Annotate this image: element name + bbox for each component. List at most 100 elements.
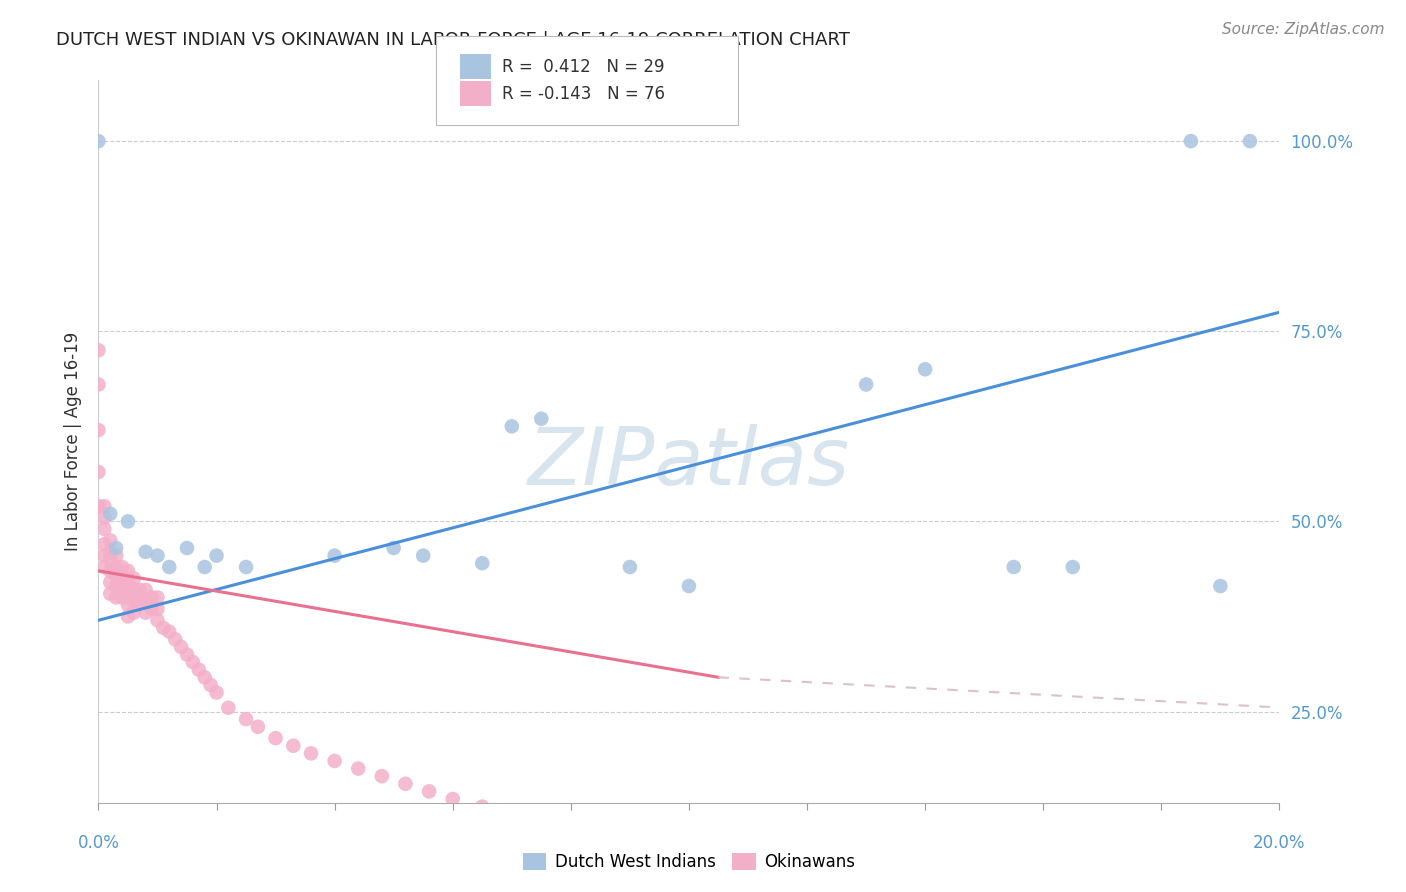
Point: [122, 594, 145, 608]
Point: [87, 423, 110, 437]
Point: [441, 792, 464, 806]
Point: [471, 799, 494, 814]
Point: [117, 575, 139, 590]
Point: [105, 541, 128, 555]
Point: [87, 465, 110, 479]
Point: [157, 560, 180, 574]
Point: [87, 134, 110, 148]
Point: [152, 621, 174, 635]
Point: [235, 712, 257, 726]
Point: [93, 537, 115, 551]
Point: [87, 499, 110, 513]
Point: [1239, 134, 1261, 148]
Point: [619, 838, 641, 852]
Point: [117, 609, 139, 624]
Point: [299, 747, 322, 761]
Point: [165, 632, 187, 647]
Point: [111, 579, 134, 593]
Point: [141, 602, 163, 616]
Point: [176, 541, 198, 555]
Point: [648, 845, 671, 859]
Text: 0.0%: 0.0%: [77, 834, 120, 852]
Point: [111, 567, 134, 582]
Point: [412, 549, 434, 563]
Point: [471, 556, 494, 570]
Point: [135, 594, 157, 608]
Point: [122, 571, 145, 585]
Point: [371, 769, 394, 783]
Point: [347, 762, 370, 776]
Point: [394, 777, 416, 791]
Point: [128, 582, 150, 597]
Legend: Dutch West Indians, Okinawans: Dutch West Indians, Okinawans: [516, 846, 862, 878]
Point: [141, 591, 163, 605]
Point: [181, 655, 204, 669]
Point: [235, 560, 257, 574]
Point: [128, 594, 150, 608]
Point: [122, 606, 145, 620]
Point: [176, 648, 198, 662]
Point: [589, 830, 612, 844]
Point: [105, 567, 128, 582]
Point: [105, 579, 128, 593]
Point: [135, 606, 157, 620]
Point: [264, 731, 287, 746]
Point: [560, 822, 582, 837]
Point: [98, 564, 121, 578]
Text: ZIPatlas: ZIPatlas: [527, 425, 851, 502]
Point: [501, 807, 523, 822]
Text: Source: ZipAtlas.com: Source: ZipAtlas.com: [1222, 22, 1385, 37]
Point: [146, 613, 169, 627]
Point: [105, 591, 128, 605]
Point: [98, 507, 121, 521]
Point: [914, 362, 936, 376]
Point: [93, 522, 115, 536]
Point: [1002, 560, 1025, 574]
Point: [200, 678, 222, 692]
Point: [93, 510, 115, 524]
Point: [187, 663, 209, 677]
Point: [323, 754, 346, 768]
Text: 20.0%: 20.0%: [1253, 834, 1306, 852]
Point: [146, 591, 169, 605]
Point: [501, 419, 523, 434]
Point: [194, 560, 217, 574]
Point: [98, 575, 121, 590]
Point: [93, 549, 115, 563]
Point: [146, 602, 169, 616]
Point: [117, 587, 139, 601]
Point: [707, 860, 730, 874]
Point: [111, 591, 134, 605]
Point: [530, 411, 553, 425]
Point: [87, 377, 110, 392]
Point: [217, 700, 239, 714]
Point: [93, 499, 115, 513]
Point: [530, 814, 553, 829]
Point: [619, 560, 641, 574]
Point: [117, 515, 139, 529]
Point: [283, 739, 305, 753]
Point: [122, 582, 145, 597]
Point: [678, 853, 700, 867]
Point: [117, 564, 139, 578]
Text: DUTCH WEST INDIAN VS OKINAWAN IN LABOR FORCE | AGE 16-19 CORRELATION CHART: DUTCH WEST INDIAN VS OKINAWAN IN LABOR F…: [56, 31, 851, 49]
Point: [1062, 560, 1084, 574]
Point: [98, 587, 121, 601]
Point: [205, 549, 228, 563]
Point: [135, 545, 157, 559]
Point: [382, 541, 405, 555]
Point: [117, 598, 139, 612]
Point: [111, 560, 134, 574]
Point: [246, 720, 269, 734]
Point: [98, 533, 121, 548]
Point: [1180, 134, 1202, 148]
Point: [157, 624, 180, 639]
Point: [678, 579, 700, 593]
Point: [1209, 579, 1232, 593]
Point: [205, 685, 228, 699]
Point: [194, 670, 217, 684]
Y-axis label: In Labor Force | Age 16-19: In Labor Force | Age 16-19: [63, 332, 82, 551]
Point: [135, 582, 157, 597]
Point: [105, 549, 128, 563]
Point: [87, 343, 110, 358]
